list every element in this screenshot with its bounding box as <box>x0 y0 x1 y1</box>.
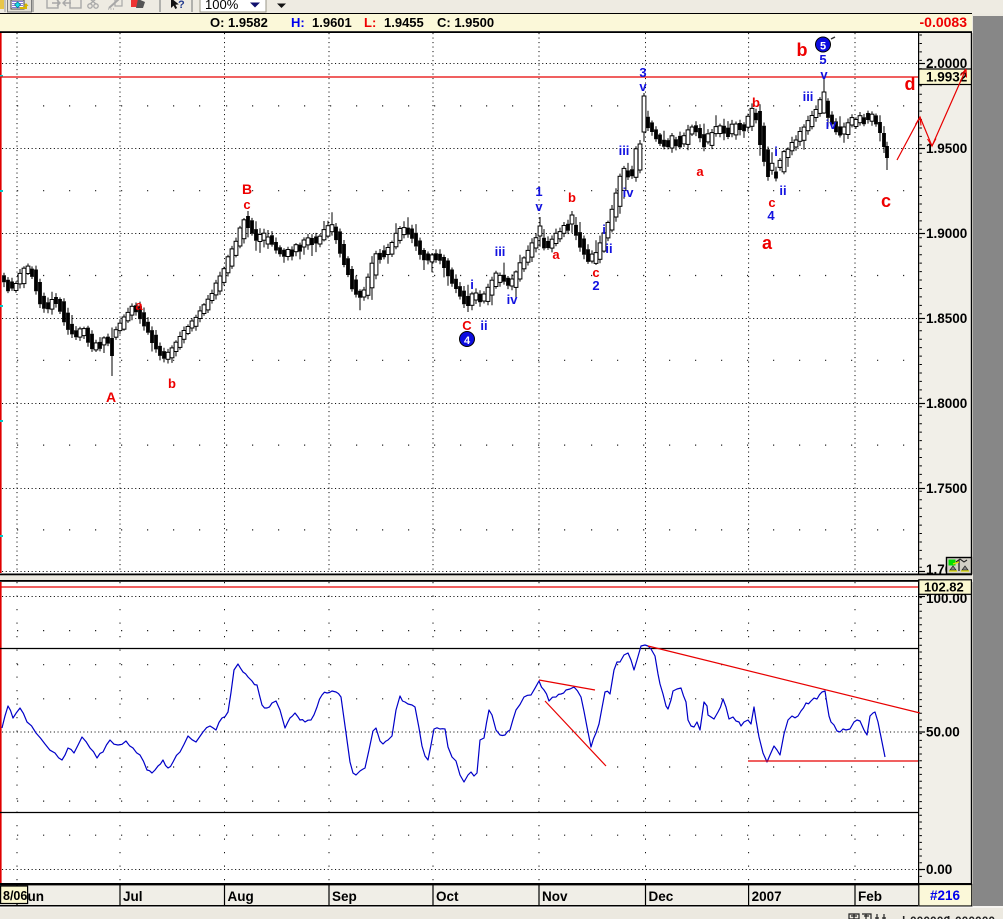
svg-text:0.00: 0.00 <box>926 862 952 877</box>
svg-text:Feb: Feb <box>858 889 882 904</box>
svg-text:|: | <box>947 914 950 919</box>
svg-text:O: 1.9582: O: 1.9582 <box>210 15 268 30</box>
svg-text:b: b <box>797 40 808 60</box>
svg-text:v: v <box>820 67 828 82</box>
svg-text:1: 1 <box>535 184 542 199</box>
svg-text:B: B <box>242 181 252 197</box>
svg-text:c: c <box>881 191 891 211</box>
svg-text:iv: iv <box>507 292 519 307</box>
svg-text:1.8000: 1.8000 <box>926 396 967 411</box>
svg-text:a: a <box>552 247 560 262</box>
svg-text:a: a <box>135 298 143 313</box>
svg-text:iii: iii <box>803 89 814 104</box>
svg-text:H:: H: <box>291 15 305 30</box>
svg-text:1.9000: 1.9000 <box>926 226 967 241</box>
svg-text:b: b <box>752 95 760 110</box>
svg-text:A: A <box>106 389 116 405</box>
svg-text:|: | <box>902 914 905 919</box>
svg-text:2: 2 <box>592 278 599 293</box>
svg-text:a: a <box>762 233 773 253</box>
svg-text:C: C <box>462 318 472 333</box>
svg-text:i: i <box>602 222 606 237</box>
svg-text:i: i <box>774 144 778 159</box>
svg-text:2007: 2007 <box>752 889 782 904</box>
svg-text:Nov: Nov <box>542 889 568 904</box>
svg-text:Sep: Sep <box>332 889 357 904</box>
svg-text:d: d <box>905 74 916 94</box>
svg-text:b: b <box>568 190 576 205</box>
svg-text:ii: ii <box>480 318 487 333</box>
svg-text:iii: iii <box>619 143 630 158</box>
svg-text:iv: iv <box>826 117 838 132</box>
svg-text:-0.0083: -0.0083 <box>920 14 968 30</box>
svg-text:1.8500: 1.8500 <box>926 311 967 326</box>
svg-text:50.00: 50.00 <box>926 725 960 740</box>
svg-text:iv: iv <box>623 185 635 200</box>
svg-text:L:: L: <box>364 15 376 30</box>
svg-text:4: 4 <box>464 335 471 347</box>
svg-text:iii: iii <box>495 244 506 259</box>
svg-text:5: 5 <box>819 52 826 67</box>
svg-text:Aug: Aug <box>228 889 254 904</box>
svg-text:000000: 000000 <box>910 914 950 919</box>
svg-text:3: 3 <box>639 65 646 80</box>
svg-text:c: c <box>592 265 599 280</box>
svg-text:100%: 100% <box>205 0 239 12</box>
svg-text:1.9455: 1.9455 <box>384 15 424 30</box>
svg-text:1.7500: 1.7500 <box>926 481 967 496</box>
svg-text:Jul: Jul <box>123 889 143 904</box>
svg-text:?: ? <box>178 0 185 11</box>
svg-text:C: 1.9500: C: 1.9500 <box>437 15 494 30</box>
svg-text:2.0000: 2.0000 <box>926 56 967 71</box>
svg-text:1.9500: 1.9500 <box>926 141 967 156</box>
svg-text:Oct: Oct <box>436 889 459 904</box>
svg-text:v: v <box>639 79 647 94</box>
svg-text:102.82: 102.82 <box>924 580 964 595</box>
svg-text:5: 5 <box>820 41 826 53</box>
svg-text:b: b <box>168 376 176 391</box>
svg-text:c: c <box>768 195 775 210</box>
svg-text:Dec: Dec <box>649 889 674 904</box>
svg-text:000000: 000000 <box>955 914 995 919</box>
svg-text:c: c <box>243 197 250 212</box>
svg-text:ii: ii <box>605 241 612 256</box>
svg-text:a: a <box>696 164 704 179</box>
svg-text:1.9932: 1.9932 <box>926 70 967 85</box>
svg-text:8/06: 8/06 <box>3 889 27 903</box>
svg-text:#216: #216 <box>930 888 961 903</box>
svg-text:1.9601: 1.9601 <box>312 15 352 30</box>
svg-text:4: 4 <box>767 208 775 223</box>
svg-text:i: i <box>470 277 474 292</box>
svg-text:v: v <box>535 199 543 214</box>
svg-text:ii: ii <box>779 183 786 198</box>
